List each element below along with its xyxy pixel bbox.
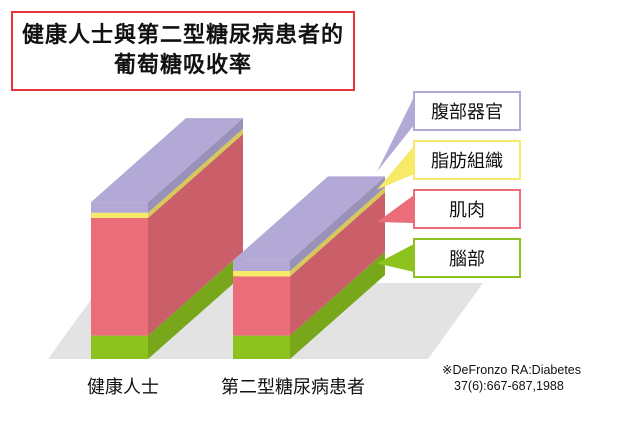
bar-1-top	[91, 118, 243, 203]
chart-title-line1: 健康人士與第二型糖尿病患者的	[21, 23, 344, 48]
source-line1: ※DeFronzo RA:Diabetes	[442, 363, 582, 377]
bar-2-seg-2-side	[290, 192, 385, 336]
legend-item-3: 肌肉	[413, 189, 521, 229]
bar-1-seg-2-front	[91, 218, 148, 336]
legend-pointer-3	[377, 195, 414, 223]
bar-1-seg-4-front	[91, 202, 148, 213]
bar-2-seg-3-front	[233, 271, 290, 277]
bar-1-seg-3-front	[91, 212, 148, 219]
source-line2: 37(6):667-687,1988	[454, 379, 564, 393]
bar-2-seg-1-front	[233, 335, 290, 359]
bar-1-seg-1-side	[148, 251, 243, 359]
category-label-2: 第二型糖尿病患者	[221, 377, 365, 398]
bar-1-seg-3-side	[148, 128, 243, 219]
legend-pointer-4	[377, 244, 414, 272]
legend-item-1: 腹部器官	[413, 91, 521, 131]
legend-item-2: 脂肪組織	[413, 140, 521, 180]
bar-2-seg-3-side	[290, 187, 385, 277]
legend-item-4: 腦部	[413, 238, 521, 278]
bar-2-seg-2-front	[233, 276, 290, 336]
bar-2-seg-4-front	[233, 260, 290, 272]
legend-pointer-1	[377, 97, 414, 172]
bar-2-top	[233, 176, 385, 261]
category-label-1: 健康人士	[87, 377, 159, 398]
legend-pointer-2	[377, 146, 414, 190]
bar-1-seg-2-side	[148, 134, 243, 336]
bar-2-seg-4-side	[290, 176, 385, 272]
bar-1-seg-1-front	[91, 335, 148, 359]
chart-title-line2: 葡萄糖吸收率	[113, 53, 252, 78]
bars-layer	[91, 118, 385, 359]
source-citation: ※DeFronzo RA:Diabetes 37(6):667-687,1988	[442, 362, 581, 394]
bar-2-seg-1-side	[290, 251, 385, 359]
bar-1-seg-4-side	[148, 118, 243, 213]
legend-pointers	[377, 97, 414, 272]
chart-title-box: 健康人士與第二型糖尿病患者的 葡萄糖吸收率	[11, 11, 355, 91]
